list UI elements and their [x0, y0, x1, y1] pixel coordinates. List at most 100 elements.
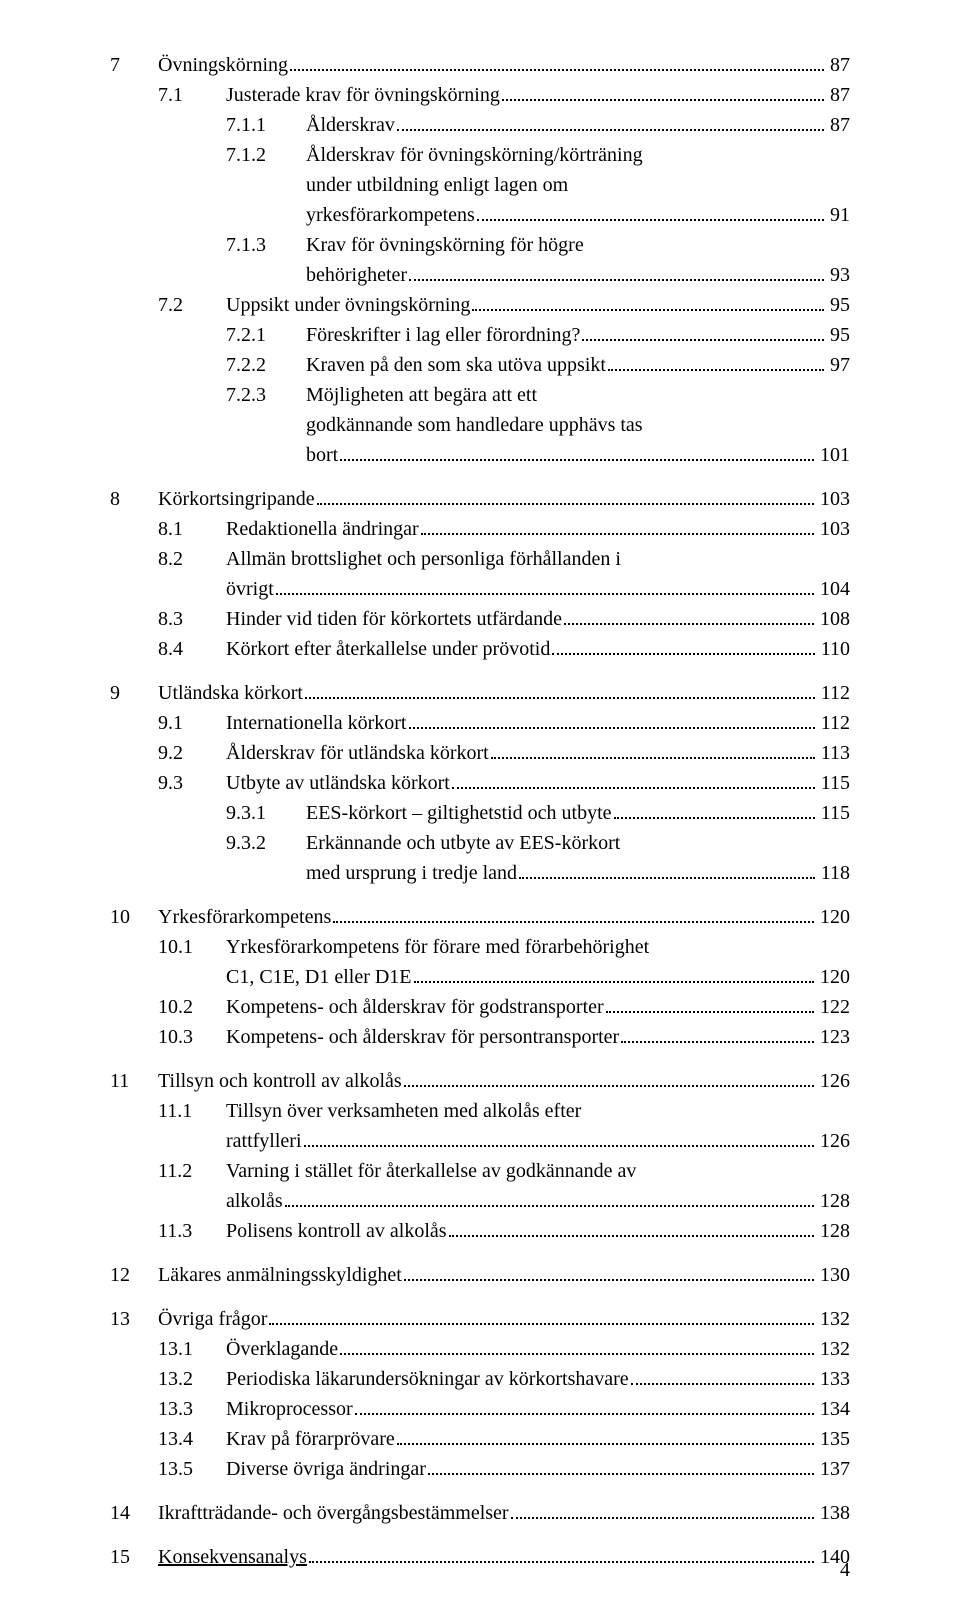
toc-number: 10.3 — [158, 1022, 226, 1052]
toc-number: 8.2 — [158, 544, 226, 574]
toc-dots — [340, 459, 814, 461]
toc-entry-wrap: C1, C1E, D1 eller D1E 120 — [226, 962, 850, 992]
toc-dots — [511, 1517, 814, 1519]
toc-dots — [614, 817, 815, 819]
toc-page-number: 135 — [816, 1424, 850, 1454]
toc-entry: 7.2.3Möjligheten att begära att ett — [226, 380, 850, 410]
toc-page-number: 87 — [826, 50, 850, 80]
toc-dots — [519, 877, 815, 879]
toc-dots — [502, 99, 824, 101]
toc-page-number: 113 — [817, 738, 850, 768]
toc-number: 7.1.3 — [226, 230, 306, 260]
toc-page-number: 104 — [816, 574, 850, 604]
toc-dots — [340, 1353, 814, 1355]
toc-entry: 9.3.2Erkännande och utbyte av EES-körkor… — [226, 828, 850, 858]
toc-page-number: 91 — [826, 200, 850, 230]
toc-page-number: 87 — [826, 110, 850, 140]
toc-page-number: 112 — [817, 708, 850, 738]
toc-title: Hinder vid tiden för körkortets utfärdan… — [226, 604, 562, 634]
toc-page-number: 115 — [817, 768, 850, 798]
toc-entry: 13.5Diverse övriga ändringar137 — [158, 1454, 850, 1484]
toc-title: Mikroprocessor — [226, 1394, 353, 1424]
toc-page-number: 137 — [816, 1454, 850, 1484]
toc-page-number: 101 — [816, 440, 850, 470]
toc-title-wrap: behörigheter — [306, 260, 407, 290]
toc-entry: 8.1Redaktionella ändringar103 — [158, 514, 850, 544]
toc-entry: 11.1Tillsyn över verksamheten med alkolå… — [158, 1096, 850, 1126]
toc-dots — [333, 921, 814, 923]
toc-page-number: 123 — [816, 1022, 850, 1052]
toc-title: Erkännande och utbyte av EES-körkort — [306, 828, 620, 858]
section-gap — [110, 470, 850, 484]
toc-title: Polisens kontroll av alkolås — [226, 1216, 447, 1246]
toc-page-number: 133 — [816, 1364, 850, 1394]
toc-title: Justerade krav för övningskörning — [226, 80, 500, 110]
toc-number: 10.1 — [158, 932, 226, 962]
toc-entry: 7.2Uppsikt under övningskörning95 — [158, 290, 850, 320]
toc-title-wrap: C1, C1E, D1 eller D1E — [226, 962, 412, 992]
toc-page-number: 115 — [817, 798, 850, 828]
toc-title: Utländska körkort — [158, 678, 303, 708]
toc-dots — [421, 533, 814, 535]
toc-title: Kompetens- och ålderskrav för persontran… — [226, 1022, 619, 1052]
toc-dots — [397, 129, 824, 131]
toc-title: Kraven på den som ska utöva uppsikt — [306, 350, 606, 380]
toc-entry-wrap: yrkesförarkompetens91 — [306, 200, 850, 230]
toc-dots — [404, 1279, 814, 1281]
toc-dots — [397, 1443, 814, 1445]
toc-dots — [428, 1473, 814, 1475]
toc-dots — [472, 309, 824, 311]
toc-number: 7.2.1 — [226, 320, 306, 350]
toc-number: 7.2.2 — [226, 350, 306, 380]
toc-page-number: 95 — [826, 290, 850, 320]
section-gap — [110, 664, 850, 678]
toc-entry: 9.3.1EES-körkort – giltighetstid och utb… — [226, 798, 850, 828]
toc-page-number: 112 — [817, 678, 850, 708]
toc-title: Övriga frågor — [158, 1304, 267, 1334]
section-gap — [110, 1052, 850, 1066]
toc-number: 8.3 — [158, 604, 226, 634]
toc-entry: 8Körkortsingripande103 — [110, 484, 850, 514]
toc-page-number: 97 — [826, 350, 850, 380]
toc-entry: 8.2Allmän brottslighet och personliga fö… — [158, 544, 850, 574]
toc-title: Övningskörning — [158, 50, 288, 80]
toc-number: 13.5 — [158, 1454, 226, 1484]
toc-dots — [608, 369, 824, 371]
toc-number: 11.3 — [158, 1216, 226, 1246]
toc-entry: 14Ikraftträdande- och övergångsbestämmel… — [110, 1498, 850, 1528]
toc-entry: 13.4Krav på förarprövare135 — [158, 1424, 850, 1454]
toc-title: Redaktionella ändringar — [226, 514, 419, 544]
toc-entry: 7Övningskörning87 — [110, 50, 850, 80]
toc-title: Ålderskrav — [306, 110, 395, 140]
toc-number: 13.3 — [158, 1394, 226, 1424]
toc-dots — [304, 1145, 814, 1147]
toc-title: Kompetens- och ålderskrav för godstransp… — [226, 992, 604, 1022]
toc-page-number: 138 — [816, 1498, 850, 1528]
toc-entry: 8.3Hinder vid tiden för körkortets utfär… — [158, 604, 850, 634]
toc-number: 11.2 — [158, 1156, 226, 1186]
toc-title: Krav för övningskörning för högre — [306, 230, 584, 260]
toc-page-number: 128 — [816, 1216, 850, 1246]
section-gap — [110, 1290, 850, 1304]
toc-number: 7.2.3 — [226, 380, 306, 410]
toc-page-number: 132 — [816, 1304, 850, 1334]
toc-dots — [606, 1011, 814, 1013]
toc-number: 14 — [110, 1498, 158, 1528]
toc-page-number: 130 — [816, 1260, 850, 1290]
toc-title: Ålderskrav för utländska körkort — [226, 738, 489, 768]
toc-number: 9.3.1 — [226, 798, 306, 828]
toc-dots — [305, 697, 815, 699]
toc-entry: 10.1Yrkesförarkompetens för förare med f… — [158, 932, 850, 962]
toc-page-number: 126 — [816, 1126, 850, 1156]
toc-entry: 11.3Polisens kontroll av alkolås 128 — [158, 1216, 850, 1246]
toc-dots — [355, 1413, 814, 1415]
toc-number: 7.1.1 — [226, 110, 306, 140]
toc-page-number: 120 — [816, 962, 850, 992]
section-gap — [110, 888, 850, 902]
toc-title-wrap: med ursprung i tredje land — [306, 858, 517, 888]
toc-entry: 9Utländska körkort112 — [110, 678, 850, 708]
toc-dots — [564, 623, 814, 625]
toc-number: 13 — [110, 1304, 158, 1334]
toc-entry: 7.2.1Föreskrifter i lag eller förordning… — [226, 320, 850, 350]
toc-page-number: 95 — [826, 320, 850, 350]
